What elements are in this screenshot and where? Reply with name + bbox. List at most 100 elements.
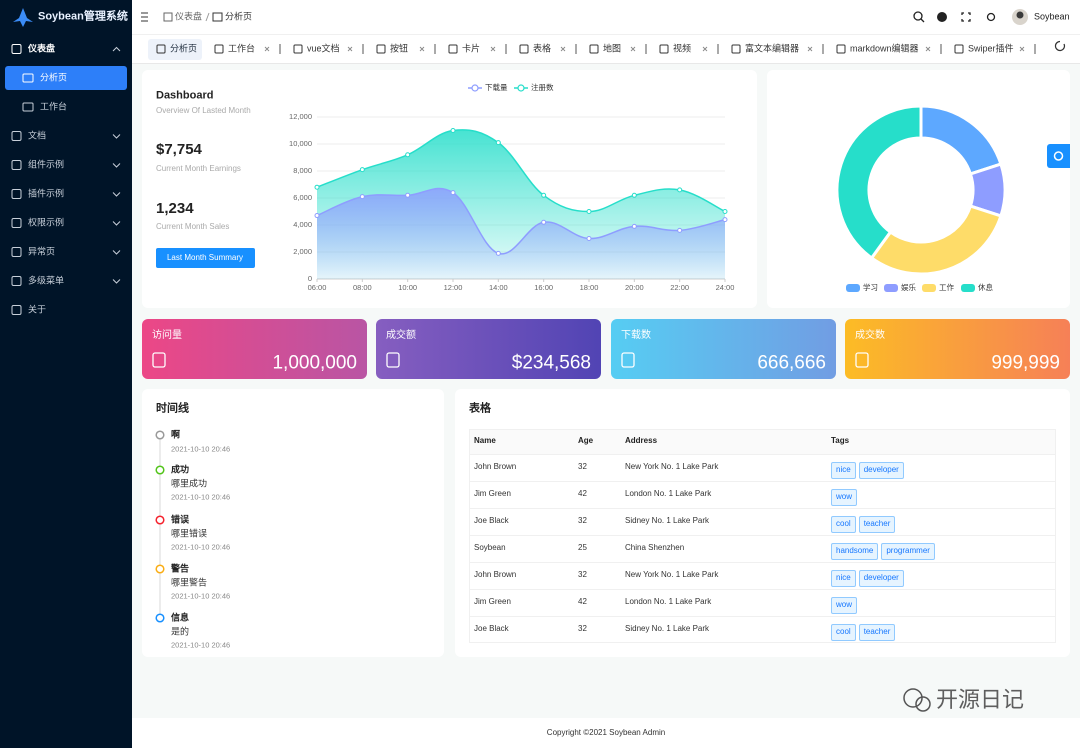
tab-label[interactable]: 工作台 [228,43,256,54]
menu-item[interactable]: 插件示例 [28,188,65,199]
table-header-cell: Address [625,436,658,446]
user-name[interactable]: Soybean [1034,11,1070,22]
menu-item[interactable]: 组件示例 [28,159,65,170]
menu-item[interactable]: 多级菜单 [28,275,65,286]
tab-label[interactable]: 视频 [673,43,692,54]
timeline-item-time: 2021-10-10 20:46 [171,444,231,454]
stat-card-title: 访问量 [152,330,182,341]
stat-card [376,319,601,379]
timeline-item-content: 是的 [171,626,190,637]
sidebar [0,0,132,748]
tag: teacher [858,624,896,641]
breadcrumb-item[interactable]: 仪表盘 [175,11,203,22]
submenu-item[interactable]: 分析页 [40,72,68,83]
tag: cool [831,516,856,533]
stat-card-value: 999,999 [991,352,1060,374]
tag: handsome [831,543,879,560]
watermark-icon [903,688,923,708]
pie-card [767,70,1070,308]
tab-label[interactable]: 富文本编辑器 [745,43,800,54]
table-cell: Joe Black [474,516,509,526]
timeline-item-title: 错误 [171,514,190,525]
footer [132,718,1080,748]
stat-card-title: 下载数 [621,330,651,341]
timeline-card [142,389,444,657]
timeline-item-time: 2021-10-10 20:46 [171,640,231,650]
tag: developer [858,570,904,587]
stat-label: Current Month Earnings [156,164,241,174]
submenu-item[interactable]: 工作台 [40,101,68,112]
tag-list: handsome programmer [831,540,938,560]
dashboard-title: Dashboard [156,89,214,102]
tag: nice [831,462,856,479]
tab-label[interactable]: vue文档 [307,43,340,54]
table-cell: 32 [578,516,587,526]
table-cell: John Brown [474,462,517,472]
table-cell: Sidney No. 1 Lake Park [625,624,710,634]
tab-label[interactable]: markdown编辑器 [850,43,919,54]
header [132,0,1080,34]
stat-card [142,319,367,379]
table-row-divider [470,481,1055,482]
menu-item[interactable]: 异常页 [28,246,56,257]
table-cell: John Brown [474,570,517,580]
table-cell: 32 [578,624,587,634]
summary-button[interactable] [156,248,255,268]
tab-bar [132,34,1080,64]
table-title: 表格 [469,402,491,415]
tab-label[interactable]: 表格 [533,43,552,54]
tag: teacher [858,516,896,533]
breadcrumb-item[interactable]: 分析页 [225,11,253,22]
timeline-item-content: 哪里错误 [171,528,208,539]
tab-label[interactable]: 地图 [603,43,622,54]
table-cell: China Shenzhen [625,543,685,553]
table-cell: London No. 1 Lake Park [625,597,712,607]
timeline-item-title: 啊 [171,429,181,440]
table [469,429,1056,643]
tab-label[interactable]: 卡片 [462,43,481,54]
table-row-divider [470,616,1055,617]
table-cell: Soybean [474,543,506,553]
stat-card-value: 666,666 [757,352,826,374]
table-cell: Joe Black [474,624,509,634]
stat-card [845,319,1070,379]
timeline-item-content: 哪里成功 [171,478,208,489]
tag-list: wow [831,594,860,614]
stat-card-value: $234,568 [511,352,591,374]
table-header-cell: Age [578,436,594,446]
table-header-cell: Name [474,436,496,446]
summary-button-label[interactable]: Last Month Summary [166,253,244,263]
tag-list: cool teacher [831,513,898,533]
stat-value: $7,754 [156,141,202,158]
tab-label[interactable]: Swiper插件 [968,43,1014,54]
stat-card-title: 成交数 [855,330,885,341]
dashboard-subtitle: Overview Of Lasted Month [156,106,251,116]
logo-text: Soybean管理系统 [38,10,128,23]
stat-label: Current Month Sales [156,222,230,232]
tab-label[interactable]: 按钮 [390,43,409,54]
tab-label[interactable]: 分析页 [170,43,198,54]
tab-active[interactable] [148,39,202,60]
tag-list: nice developer [831,459,907,479]
timeline-item-time: 2021-10-10 20:46 [171,591,231,601]
menu-item[interactable]: 关于 [28,304,47,315]
tag: nice [831,570,856,587]
table-header-cell: Tags [831,436,850,446]
menu-item[interactable]: 仪表盘 [28,43,56,54]
menu-item[interactable]: 权限示例 [28,217,65,228]
table-cell: 42 [578,489,587,499]
stat-card [611,319,836,379]
table-row-divider [470,454,1055,455]
table-row-divider [470,508,1055,509]
tag-list: wow [831,486,860,506]
menu-item[interactable]: 文档 [28,130,47,141]
table-cell: Jim Green [474,597,511,607]
settings-button[interactable] [1047,144,1070,168]
table-cell: 42 [578,597,587,607]
table-cell: London No. 1 Lake Park [625,489,712,499]
table-row-divider [470,562,1055,563]
timeline-title: 时间线 [156,402,189,415]
timeline-item-time: 2021-10-10 20:46 [171,542,231,552]
